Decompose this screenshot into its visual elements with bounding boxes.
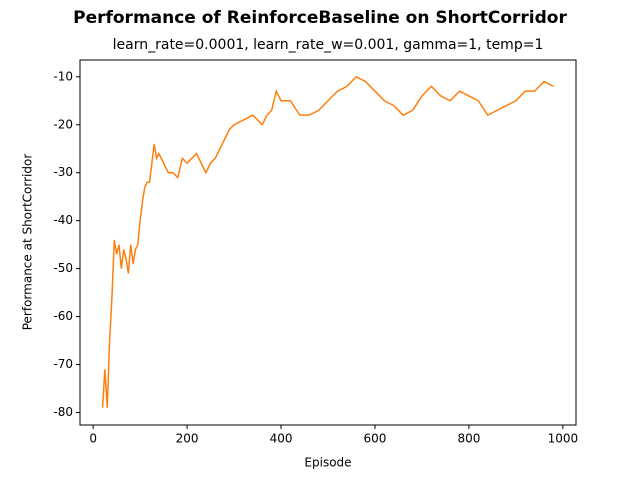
chart-subtitle: learn_rate=0.0001, learn_rate_w=0.001, g… xyxy=(113,37,544,53)
x-tick-label: 1000 xyxy=(548,432,579,446)
y-axis-label: Performance at ShortCorridor xyxy=(21,154,35,331)
x-tick-label: 400 xyxy=(270,432,293,446)
y-tick-label: -30 xyxy=(53,165,73,179)
x-tick-label: 200 xyxy=(176,432,199,446)
data-line xyxy=(101,75,554,408)
y-tick-label: -80 xyxy=(53,405,73,419)
chart-title: Performance of ReinforceBaseline on Shor… xyxy=(73,8,567,28)
y-tick-label: -50 xyxy=(53,261,73,275)
y-tick-label: -20 xyxy=(53,117,73,131)
y-tick-label: -40 xyxy=(53,213,73,227)
x-tick-label: 600 xyxy=(364,432,387,446)
x-tick-label: 800 xyxy=(457,432,480,446)
y-tick-label: -10 xyxy=(53,69,73,83)
plot-frame xyxy=(79,59,577,426)
x-axis-label: Episode xyxy=(304,456,351,470)
x-tick-label: 0 xyxy=(89,432,97,446)
y-tick-label: -70 xyxy=(53,357,73,371)
y-tick-label: -60 xyxy=(53,309,73,323)
